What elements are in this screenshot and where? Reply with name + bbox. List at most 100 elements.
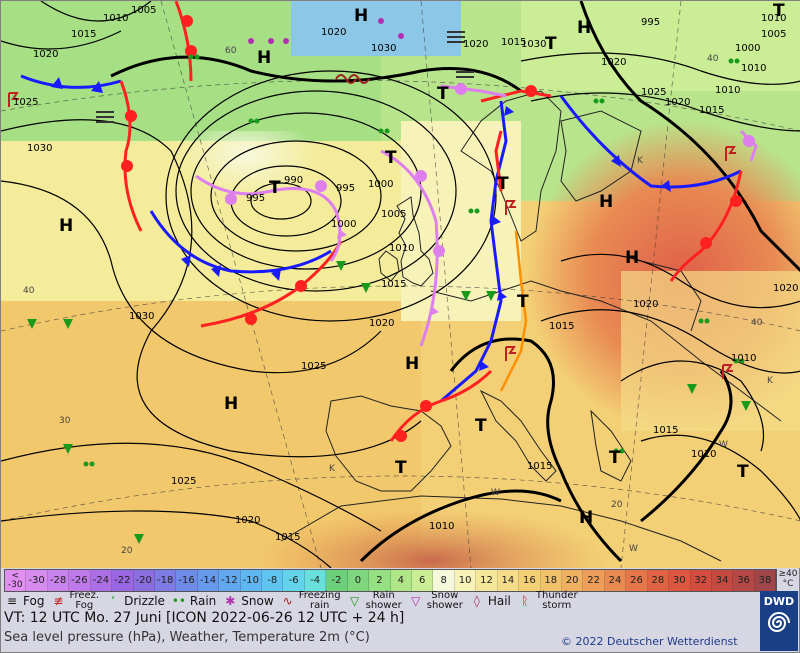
scale-cell: -4	[304, 570, 327, 591]
legend-label: Rain	[372, 590, 395, 601]
legend-label: shower	[426, 600, 463, 611]
drizzle-icon: ʼ	[111, 594, 115, 608]
scale-cell: 26	[626, 570, 648, 591]
dwd-logo: DWD	[760, 591, 798, 651]
scale-cell: -28	[47, 570, 70, 591]
low-pressure-label: T	[497, 174, 509, 194]
warm-front-semicircles	[121, 15, 742, 442]
fog-symbols	[96, 31, 474, 123]
isobar-label: 1030	[521, 39, 546, 50]
valid-time: VT: 12 UTC Mo. 27 Juni [ICON 2022-06-26 …	[4, 610, 405, 626]
scale-unit-top: ≥40	[778, 569, 798, 579]
rain-icon: ••	[171, 594, 186, 608]
scale-unit-bottom: °C	[782, 579, 794, 589]
scale-cell: 10	[454, 570, 477, 591]
legend-hail: ◊ Hail	[469, 594, 511, 608]
scale-cell: 38	[754, 570, 777, 591]
isobar-label: 1020	[235, 515, 260, 526]
isobar-label: 1020	[463, 39, 488, 50]
scale-cell: 28	[647, 570, 670, 591]
legend-thunderstorm: ᚱ Thunder storm	[517, 590, 578, 611]
isotherm-label: K	[329, 464, 336, 474]
legend-freezing-rain: ∿ Freezing rain	[280, 591, 341, 611]
snow-icon: ✱	[225, 594, 236, 608]
high-pressure-label: H	[59, 216, 73, 236]
isotherm-label: 40	[751, 318, 763, 328]
legend-label: Rain	[189, 594, 217, 608]
isotherm-label: 30	[59, 416, 71, 426]
legend-rain: •• Rain	[171, 594, 216, 608]
high-pressure-label: H	[577, 18, 591, 38]
isobar-label: 1000	[368, 179, 393, 190]
isotherm-label: 40	[707, 54, 719, 64]
chart-description: Sea level pressure (hPa), Weather, Tempe…	[4, 630, 370, 645]
rain-shower-symbols	[27, 261, 751, 544]
map-canvas: 1010 1005 1015 1020 1020 1025 1030 1025 …	[1, 1, 800, 568]
isobar-label: 1025	[171, 476, 196, 487]
isotherm-label: 40	[23, 286, 35, 296]
occlusion-symbols	[225, 83, 755, 316]
legend-freezing-fog: ≢ Freez. Fog	[50, 591, 99, 611]
isobar-label: 1005	[131, 5, 156, 16]
rain-symbols	[83, 54, 745, 467]
low-pressure-label: T	[609, 448, 621, 468]
legend-label: storm	[542, 600, 572, 611]
scale-unit: ≥40 °C	[777, 569, 799, 590]
isobar-label: 1020	[33, 49, 58, 60]
low-pressure-label: T	[269, 178, 281, 198]
scale-cell: -2	[326, 570, 348, 591]
isobar-label: 1020	[633, 299, 658, 310]
scale-cell: -18	[154, 570, 177, 591]
orange-trough	[499, 230, 528, 392]
isobar-label: 1010	[741, 63, 766, 74]
isobar-label: 1000	[735, 43, 760, 54]
thunderstorm-icon: ᚱ	[521, 594, 529, 608]
high-pressure-label: H	[354, 6, 368, 26]
isobar-label: 1015	[527, 461, 552, 472]
scale-cell: 32	[690, 570, 712, 591]
isobar-label: 1010	[761, 13, 786, 24]
freezing-rain-symbols	[335, 74, 370, 84]
coastlines	[280, 90, 782, 562]
legend-drizzle: ʼ Drizzle	[105, 594, 165, 608]
isobar-label: 1030	[27, 143, 52, 154]
low-pressure-label: T	[545, 34, 557, 54]
scale-cell: -26	[69, 570, 91, 591]
low-pressure-label: T	[773, 1, 785, 21]
troughs	[110, 1, 800, 563]
scale-cell: 16	[519, 570, 541, 591]
freezing-rain-icon: ∿	[282, 594, 293, 608]
isobar-label: 1030	[129, 311, 154, 322]
isobar-label: 1010	[429, 521, 454, 532]
isobar-label: 995	[641, 17, 660, 28]
isotherm-label: K	[637, 156, 644, 166]
scale-cell: -12	[219, 570, 241, 591]
scale-cell: 6	[412, 570, 434, 591]
legend-label: Snow	[431, 590, 459, 601]
logo-text: DWD	[763, 595, 795, 608]
isobar-label: 1010	[715, 85, 740, 96]
scale-cell: -20	[133, 570, 155, 591]
isobar-label: 1020	[369, 318, 394, 329]
high-pressure-label: H	[257, 48, 271, 68]
scale-cell: 14	[497, 570, 520, 591]
high-pressure-label: H	[625, 248, 639, 268]
isobar-label: 1020	[665, 97, 690, 108]
isotherm-label: 60	[225, 46, 237, 56]
legend-label: Thunder	[535, 590, 578, 601]
legend-snow: ✱ Snow	[222, 594, 273, 608]
isobar-label: 1020	[601, 57, 626, 68]
thunderstorm-symbols	[8, 92, 736, 379]
low-pressure-label: T	[437, 84, 449, 104]
legend-label: Snow	[241, 594, 274, 608]
isobar-label: 1015	[501, 37, 526, 48]
rain-shower-icon: ▽	[350, 594, 360, 608]
scale-cell: -6	[283, 570, 305, 591]
isobar-label: 1015	[71, 29, 96, 40]
scale-cell-below: < -30	[5, 570, 27, 591]
low-pressure-label: T	[385, 148, 397, 168]
legend-label: Fog	[23, 594, 45, 608]
scale-lt-symbol: <	[11, 570, 19, 581]
legend-label: Freezing	[298, 590, 341, 601]
isobar-label: 995	[336, 183, 355, 194]
